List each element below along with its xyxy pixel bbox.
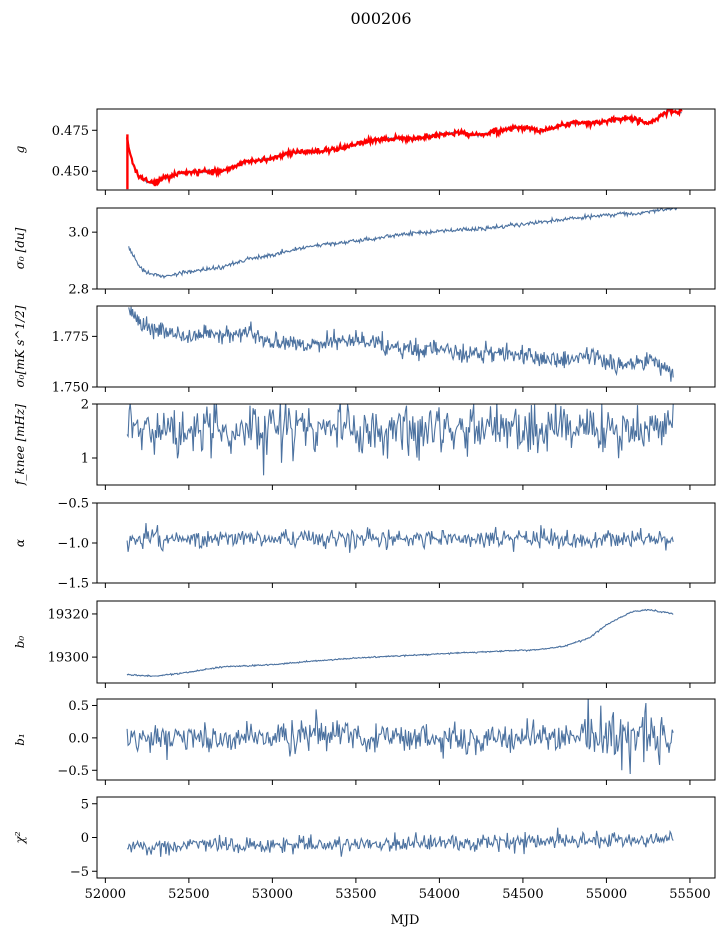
y-tick-label: 0.5 (68, 699, 89, 714)
y-tick-label: 2.8 (68, 283, 89, 298)
panel-3: 1.750 1.775 σ₀[mK s^1/2] (13, 305, 716, 396)
x-tick-label: 52500 (168, 887, 209, 902)
x-tick-label: 54500 (502, 887, 543, 902)
y-tick-label: 1.775 (52, 330, 89, 345)
y-tick-label: 0.475 (52, 124, 89, 139)
y-tick-label: 0.0 (68, 731, 89, 746)
y-tick-label: −1.5 (57, 577, 89, 592)
y-tick-label: 3.0 (68, 226, 89, 241)
x-tick-label: 54000 (419, 887, 460, 902)
y-axis-label: b₁ (13, 733, 27, 746)
panel-1: 0.450 0.475 g (13, 108, 716, 195)
x-tick-label: 55500 (669, 887, 710, 902)
y-tick-label: 0 (81, 831, 89, 846)
panel-5: −1.5 −1.0 −0.5 α (13, 497, 716, 592)
y-tick-label: −0.5 (57, 764, 89, 779)
panel-8: 52000 52500 53000 53500 54000 54500 55000 55500… (13, 796, 716, 902)
panels: 0.450 0.475 g 2.8 3.0 σ₀ [du] 1.750 1.775 σ₀[mK … (13, 108, 716, 902)
y-tick-label: 0.450 (52, 165, 89, 180)
y-axis-label: χ² (13, 831, 27, 844)
axes-frame (96, 403, 716, 486)
y-tick-label: 2 (81, 398, 89, 413)
axes-frame (96, 207, 716, 290)
y-tick-label: −1.0 (57, 537, 89, 552)
y-axis-label: g (13, 145, 27, 153)
y-axis-label: f_knee [mHz] (13, 404, 27, 486)
x-axis-label: MJD (391, 913, 420, 928)
y-axis-label: σ₀ [du] (13, 227, 27, 269)
axes-frame (96, 305, 716, 388)
x-tick-label: 53000 (252, 887, 293, 902)
series-line (126, 608, 674, 678)
y-tick-label: 19320 (48, 607, 89, 622)
series-line (126, 404, 674, 476)
x-tick-label: 52000 (85, 887, 126, 902)
y-tick-label: −0.5 (57, 497, 89, 512)
y-tick-label: 5 (81, 797, 89, 812)
axes-frame (96, 698, 716, 781)
y-tick-label: −5 (70, 865, 89, 880)
series-line (126, 523, 674, 553)
y-tick-label: 1.750 (52, 381, 89, 396)
series-line (126, 699, 674, 775)
y-axis-label: b₀ (13, 636, 27, 649)
panel-6: 19300 19320 b₀ (13, 600, 716, 688)
axes-frame (96, 108, 716, 191)
panel-4: 1 2 f_knee [mHz] (13, 398, 716, 490)
series-line (128, 208, 678, 280)
y-axis-label: α (13, 539, 27, 547)
series-overlay-line (126, 109, 683, 187)
y-tick-label: 19300 (48, 651, 89, 666)
y-axis-label: σ₀[mK s^1/2] (13, 305, 27, 387)
series-line (128, 306, 674, 382)
y-tick-label: 1 (81, 452, 89, 467)
panel-7: −0.5 0.0 0.5 b₁ (13, 698, 716, 785)
x-tick-label: 55000 (586, 887, 627, 902)
panel-2: 2.8 3.0 σ₀ [du] (13, 207, 716, 298)
axes-frame (96, 600, 716, 684)
x-tick-label: 53500 (335, 887, 376, 902)
figure-title: 000206 (350, 9, 411, 28)
series-line (127, 827, 674, 857)
